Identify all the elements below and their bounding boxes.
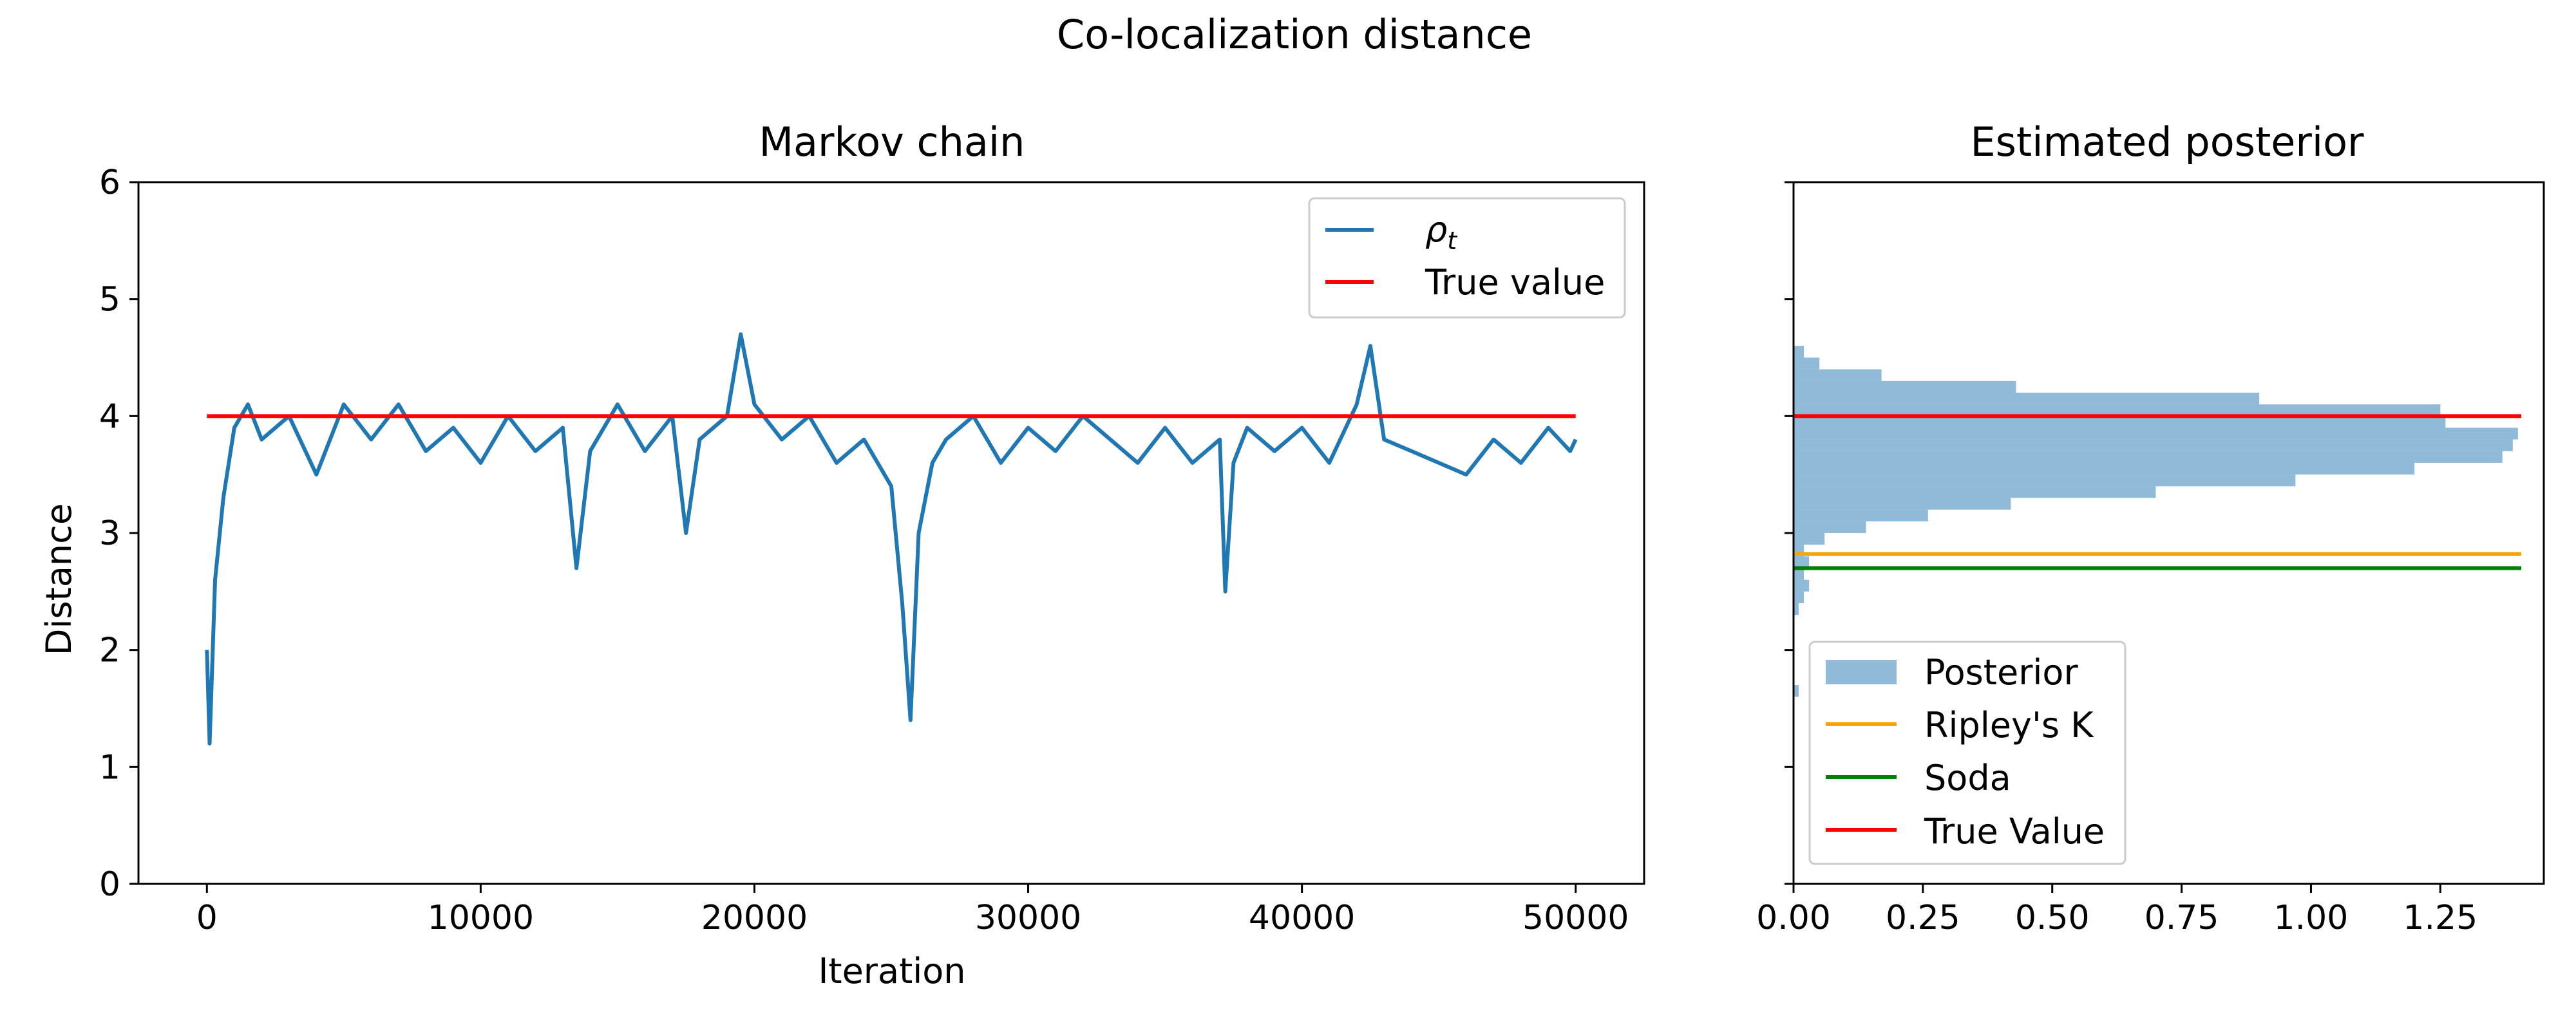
estimated-posterior-title: Estimated posterior	[1970, 118, 2364, 165]
y-axis-label: Distance	[39, 503, 79, 655]
legend-label-posterior: Posterior	[1924, 652, 2078, 693]
markov-chain-panel: Markov chain 0 10000 20000 30000 40000 50000 0…	[39, 118, 1645, 991]
y-tick-label: 5	[99, 281, 120, 319]
markov-chain-title: Markov chain	[759, 118, 1025, 165]
estimated-posterior-panel: Estimated posterior 0.00 0.25 0.50 0.75 1.00…	[1756, 118, 2545, 937]
x-tick-label: 10000	[428, 899, 534, 937]
posterior-histogram-bar	[1794, 579, 1810, 592]
posterior-histogram-bar	[1794, 439, 2513, 451]
posterior-x-tick-label: 0.50	[2015, 899, 2090, 937]
legend-label-true-value-right: True Value	[1924, 811, 2105, 852]
posterior-histogram-bar	[1794, 346, 1804, 358]
posterior-x-tick-label: 0.00	[1756, 899, 1831, 937]
posterior-histogram-bar	[1794, 591, 1804, 603]
legend-label-ripleys-k: Ripley's K	[1924, 705, 2094, 745]
x-tick-label: 50000	[1522, 899, 1629, 937]
posterior-histogram-bar	[1794, 509, 1928, 521]
posterior-x-tick-label: 0.25	[1886, 899, 1960, 937]
y-tick-label: 6	[99, 164, 120, 202]
posterior-histogram-bar	[1794, 393, 2260, 405]
posterior-plot-frame	[1792, 181, 2545, 885]
posterior-histogram-bar	[1794, 603, 1799, 615]
y-tick-label: 4	[99, 397, 120, 436]
y-tick-label: 3	[99, 514, 120, 553]
posterior-x-tick-label: 0.75	[2145, 899, 2219, 937]
y-tick-label: 1	[99, 748, 120, 787]
y-tick-label: 2	[99, 632, 120, 670]
x-tick-label: 40000	[1249, 899, 1355, 937]
posterior-histogram-bar	[1794, 568, 1804, 580]
x-axis-label: Iteration	[818, 951, 965, 991]
posterior-histogram-bar	[1794, 404, 2441, 417]
x-tick-label: 20000	[701, 899, 808, 937]
markov-chain-plot-frame	[137, 181, 1645, 885]
posterior-x-tick-label: 1.25	[2403, 899, 2477, 937]
legend-box	[1308, 197, 1626, 319]
posterior-histogram-bar	[1794, 521, 1866, 533]
y-tick-label: 0	[99, 865, 120, 904]
posterior-histogram-bar	[1794, 463, 2415, 475]
legend-swatch-posterior	[1826, 660, 1897, 684]
legend-label-soda: Soda	[1924, 758, 2011, 798]
legend-label-true-value: True value	[1425, 262, 1605, 303]
posterior-x-tick-label: 1.00	[2274, 899, 2349, 937]
posterior-histogram-bar	[1794, 369, 1882, 381]
posterior-histogram-bar	[1794, 533, 1825, 545]
x-tick-label: 30000	[975, 899, 1081, 937]
posterior-histogram-bar	[1794, 380, 2016, 393]
posterior-histogram-bar	[1794, 357, 1820, 370]
posterior-histogram-bar	[1794, 556, 1810, 568]
posterior-histogram-bar	[1794, 416, 2446, 428]
posterior-legend-box	[1808, 641, 2126, 865]
posterior-histogram-bar	[1794, 498, 2011, 510]
figure-suptitle: Co-localization distance	[1057, 11, 1532, 58]
posterior-histogram-bar	[1794, 427, 2518, 440]
posterior-legend: Posterior Ripley's K Soda True Value	[1808, 641, 2126, 865]
posterior-histogram-bar	[1794, 474, 2296, 487]
posterior-histogram-bar	[1794, 685, 1799, 697]
posterior-histogram-bar	[1794, 451, 2503, 463]
legend: ρt True value	[1308, 197, 1626, 319]
posterior-histogram-bar	[1794, 486, 2156, 498]
x-tick-label: 0	[196, 899, 218, 937]
